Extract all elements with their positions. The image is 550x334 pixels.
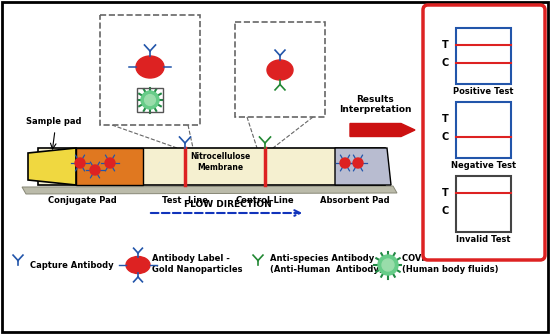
Bar [137, 88, 163, 112]
Text: T: T [442, 188, 449, 198]
Text: Invalid Test: Invalid Test [456, 235, 511, 244]
Polygon shape [22, 186, 397, 194]
Ellipse shape [126, 257, 150, 274]
Circle shape [141, 91, 159, 109]
Text: Conjugate Pad: Conjugate Pad [48, 196, 117, 205]
Text: T: T [442, 40, 449, 50]
Text: C: C [442, 132, 449, 142]
Circle shape [75, 158, 85, 168]
Circle shape [340, 158, 350, 168]
Bar [100, 15, 200, 125]
Text: C: C [442, 206, 449, 216]
Text: Sample pad: Sample pad [26, 117, 82, 126]
Ellipse shape [267, 60, 293, 80]
Text: Anti-species Antibody
(Anti-Human  Antibody): Anti-species Antibody (Anti-Human Antibo… [270, 254, 383, 274]
Text: FLOW DIRECTION: FLOW DIRECTION [184, 200, 272, 209]
Text: Test -Line: Test -Line [162, 196, 208, 205]
Circle shape [90, 165, 100, 175]
Text: COVID-19 Virus
(Human body fluids): COVID-19 Virus (Human body fluids) [402, 254, 498, 274]
Text: Positive Test: Positive Test [453, 87, 514, 96]
Ellipse shape [136, 56, 164, 78]
Circle shape [353, 158, 363, 168]
Polygon shape [76, 148, 143, 185]
Text: Results
Interpretation: Results Interpretation [339, 95, 411, 114]
Text: Control-Line: Control-Line [236, 196, 294, 205]
FancyArrow shape [350, 124, 415, 137]
Text: Negative Test: Negative Test [451, 161, 516, 170]
Bar [456, 176, 511, 232]
Text: Absorbent Pad: Absorbent Pad [320, 196, 390, 205]
Circle shape [378, 255, 398, 275]
Text: Capture Antibody: Capture Antibody [30, 261, 114, 270]
Polygon shape [28, 148, 76, 185]
Bar [456, 102, 511, 158]
Bar [456, 28, 511, 84]
Circle shape [382, 259, 394, 271]
Text: Antibody Label -
Gold Nanoparticles: Antibody Label - Gold Nanoparticles [152, 254, 243, 274]
Polygon shape [335, 148, 391, 185]
FancyBboxPatch shape [423, 5, 545, 260]
Circle shape [105, 158, 115, 168]
Text: T: T [442, 114, 449, 124]
Text: Nitrocellulose
Membrane: Nitrocellulose Membrane [190, 152, 250, 172]
Polygon shape [38, 148, 385, 185]
Circle shape [145, 95, 156, 106]
Bar [235, 22, 325, 117]
Text: C: C [442, 58, 449, 68]
